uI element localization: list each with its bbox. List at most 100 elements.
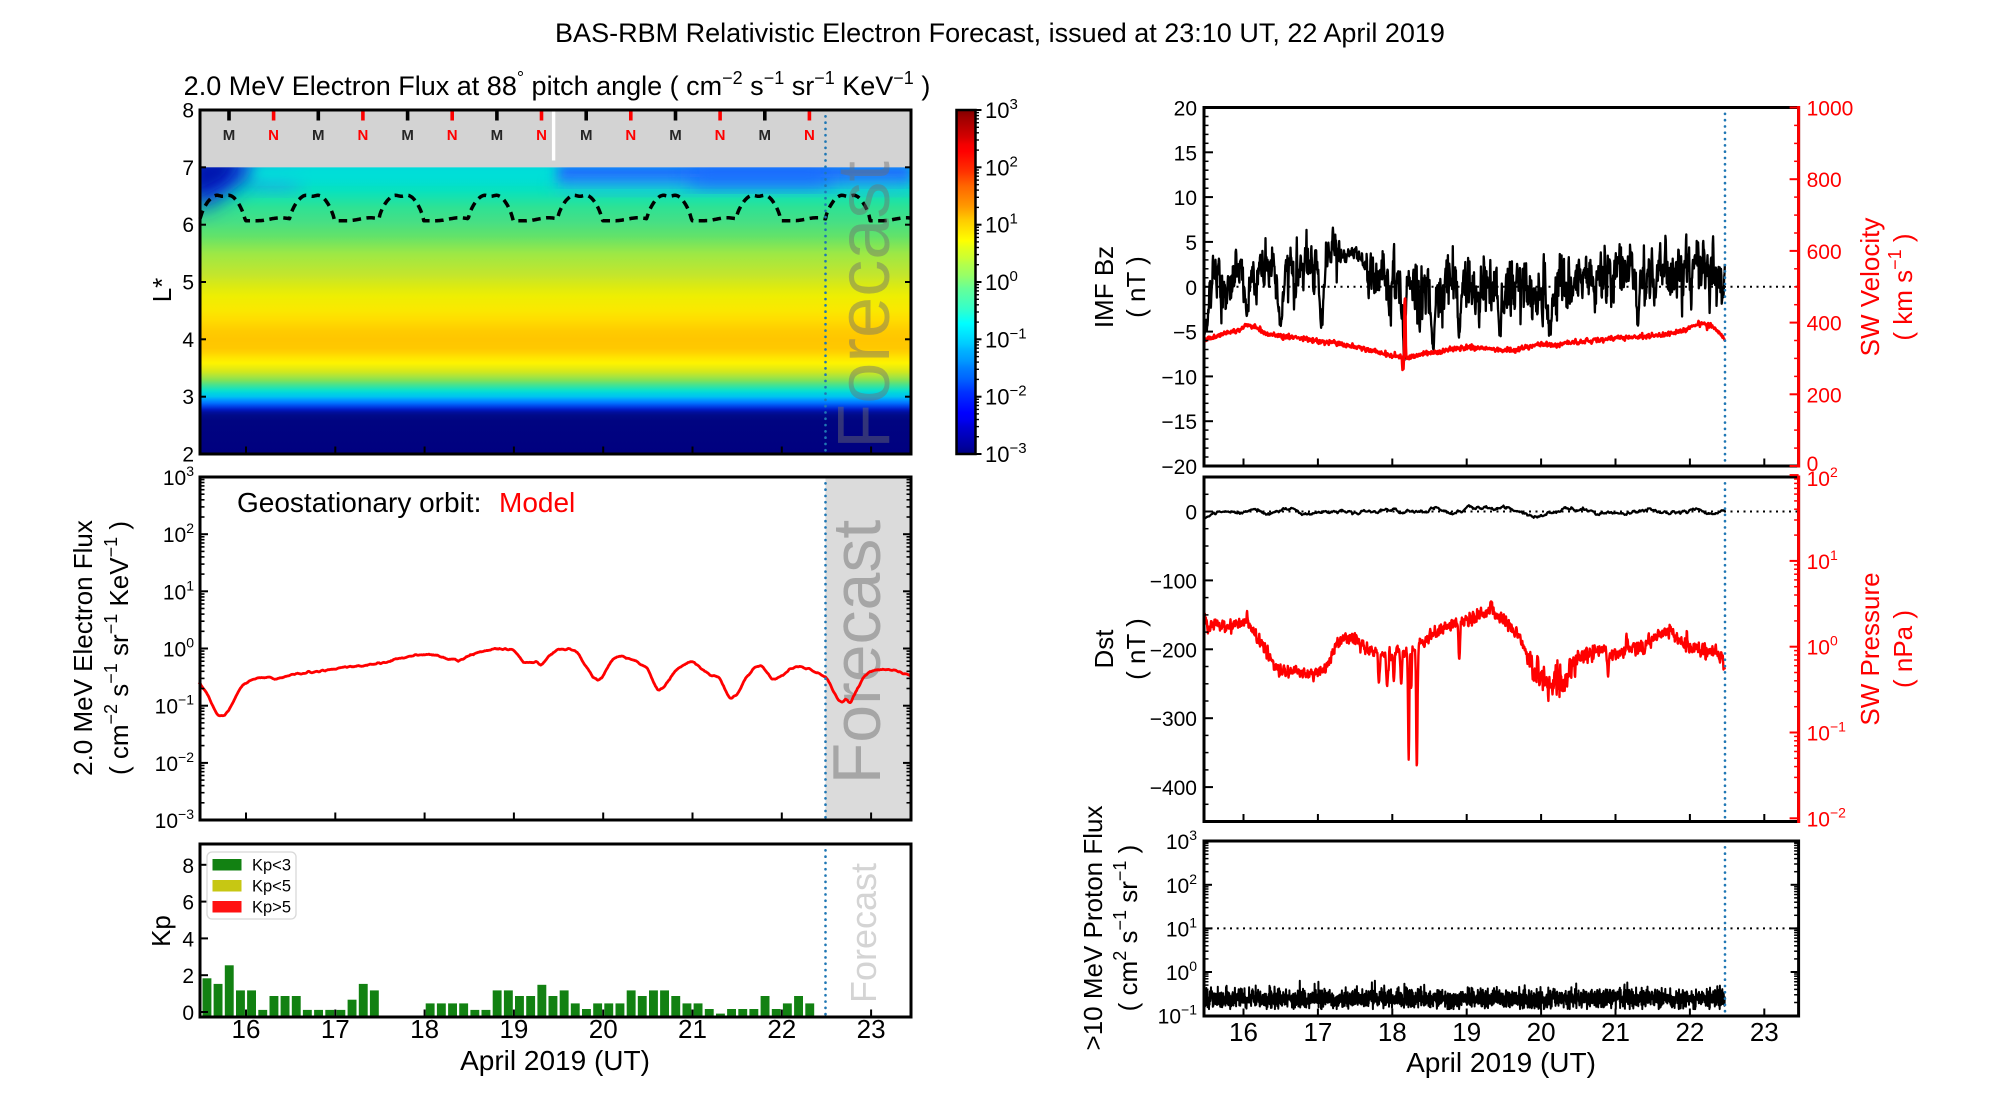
svg-text:103: 103 xyxy=(163,463,194,490)
svg-text:−400: −400 xyxy=(1150,777,1197,800)
svg-text:Forecast: Forecast xyxy=(819,520,895,785)
svg-text:N: N xyxy=(447,127,458,144)
svg-text:IMF Bz: IMF Bz xyxy=(1089,246,1119,328)
svg-text:Kp<5: Kp<5 xyxy=(252,878,291,896)
svg-text:L*: L* xyxy=(147,278,177,303)
svg-text:−100: −100 xyxy=(1150,570,1197,593)
svg-text:101: 101 xyxy=(1807,547,1838,574)
svg-text:103: 103 xyxy=(985,96,1018,123)
svg-text:−5: −5 xyxy=(1173,322,1197,345)
svg-text:400: 400 xyxy=(1807,313,1842,336)
svg-text:8: 8 xyxy=(182,100,194,123)
svg-text:101: 101 xyxy=(163,577,194,604)
svg-text:10: 10 xyxy=(1174,187,1197,210)
svg-text:M: M xyxy=(312,127,325,144)
svg-text:M: M xyxy=(759,127,772,144)
svg-text:6: 6 xyxy=(182,214,194,237)
svg-text:BAS-RBM Relativistic Electron: BAS-RBM Relativistic Electron Forecast, … xyxy=(555,18,1445,48)
svg-text:100: 100 xyxy=(1166,958,1197,985)
svg-text:( nT ): ( nT ) xyxy=(1121,618,1151,680)
svg-text:10−3: 10−3 xyxy=(155,806,195,833)
svg-text:100: 100 xyxy=(163,635,194,662)
svg-text:3: 3 xyxy=(182,386,194,409)
svg-text:SW Velocity: SW Velocity xyxy=(1855,218,1885,357)
svg-text:15: 15 xyxy=(1174,142,1197,165)
svg-text:0: 0 xyxy=(1185,277,1197,300)
svg-text:10−3: 10−3 xyxy=(985,440,1027,467)
svg-text:10−1: 10−1 xyxy=(1807,719,1847,746)
svg-text:M: M xyxy=(491,127,504,144)
svg-text:M: M xyxy=(223,127,236,144)
svg-text:Model: Model xyxy=(499,487,575,518)
svg-text:10−1: 10−1 xyxy=(155,692,195,719)
svg-text:N: N xyxy=(536,127,547,144)
svg-text:M: M xyxy=(580,127,593,144)
svg-text:N: N xyxy=(357,127,368,144)
svg-text:−15: −15 xyxy=(1161,411,1197,434)
svg-text:101: 101 xyxy=(985,211,1018,238)
svg-text:10−2: 10−2 xyxy=(985,383,1027,410)
svg-text:17: 17 xyxy=(1303,1017,1332,1047)
svg-text:102: 102 xyxy=(985,153,1018,180)
svg-text:20: 20 xyxy=(1527,1017,1556,1047)
svg-text:102: 102 xyxy=(1166,871,1197,898)
svg-text:( nPa ): ( nPa ) xyxy=(1888,610,1918,688)
svg-text:19: 19 xyxy=(1452,1017,1481,1047)
svg-text:4: 4 xyxy=(182,928,194,951)
svg-text:( cm2 s−1 sr−1 ): ( cm2 s−1 sr−1 ) xyxy=(1110,845,1143,1012)
svg-text:16: 16 xyxy=(232,1014,261,1044)
svg-text:600: 600 xyxy=(1807,241,1842,264)
svg-text:April 2019 (UT): April 2019 (UT) xyxy=(460,1045,650,1076)
svg-text:102: 102 xyxy=(163,520,194,547)
svg-text:N: N xyxy=(625,127,636,144)
svg-text:22: 22 xyxy=(767,1014,796,1044)
svg-text:2.0 MeV Electron Flux at 88° p: 2.0 MeV Electron Flux at 88° pitch angle… xyxy=(184,68,931,101)
svg-text:−300: −300 xyxy=(1150,708,1197,731)
svg-text:10−1: 10−1 xyxy=(1158,1002,1198,1029)
svg-text:−20: −20 xyxy=(1161,456,1197,479)
svg-text:2: 2 xyxy=(182,965,194,988)
svg-text:Kp<3: Kp<3 xyxy=(252,857,291,875)
svg-text:( cm−2 s−1 sr−1 KeV−1 ): ( cm−2 s−1 sr−1 KeV−1 ) xyxy=(101,521,134,775)
svg-text:23: 23 xyxy=(857,1014,886,1044)
svg-text:16: 16 xyxy=(1229,1017,1258,1047)
svg-text:Forecast: Forecast xyxy=(822,161,905,449)
svg-text:( km s−1 ): ( km s−1 ) xyxy=(1885,233,1918,340)
svg-text:>10 MeV Proton Flux: >10 MeV Proton Flux xyxy=(1078,806,1108,1051)
svg-text:7: 7 xyxy=(182,157,194,180)
svg-text:22: 22 xyxy=(1675,1017,1704,1047)
svg-text:( nT ): ( nT ) xyxy=(1121,256,1151,318)
svg-text:103: 103 xyxy=(1166,827,1197,854)
svg-text:18: 18 xyxy=(410,1014,439,1044)
svg-text:800: 800 xyxy=(1807,169,1842,192)
svg-text:Dst: Dst xyxy=(1089,629,1119,669)
svg-text:SW Pressure: SW Pressure xyxy=(1855,572,1885,725)
svg-text:10−2: 10−2 xyxy=(1807,804,1847,831)
svg-text:Kp: Kp xyxy=(146,915,176,947)
svg-text:10−2: 10−2 xyxy=(155,749,195,776)
svg-text:2: 2 xyxy=(182,444,194,467)
svg-text:18: 18 xyxy=(1378,1017,1407,1047)
svg-text:1000: 1000 xyxy=(1807,98,1854,121)
svg-text:102: 102 xyxy=(1807,464,1838,491)
svg-text:0: 0 xyxy=(1807,453,1819,476)
svg-text:21: 21 xyxy=(678,1014,707,1044)
svg-text:100: 100 xyxy=(1807,633,1838,660)
svg-text:M: M xyxy=(669,127,682,144)
svg-text:2.0 MeV Electron Flux: 2.0 MeV Electron Flux xyxy=(68,520,98,776)
svg-text:5: 5 xyxy=(182,272,194,295)
svg-text:N: N xyxy=(715,127,726,144)
svg-text:Geostationary orbit:: Geostationary orbit: xyxy=(237,487,481,518)
svg-text:0: 0 xyxy=(182,1002,194,1025)
svg-text:200: 200 xyxy=(1807,384,1842,407)
svg-text:100: 100 xyxy=(985,268,1018,295)
svg-text:N: N xyxy=(268,127,279,144)
svg-text:6: 6 xyxy=(182,892,194,915)
svg-text:M: M xyxy=(401,127,414,144)
svg-text:5: 5 xyxy=(1185,232,1197,255)
svg-text:8: 8 xyxy=(182,855,194,878)
svg-text:−200: −200 xyxy=(1150,639,1197,662)
svg-text:21: 21 xyxy=(1601,1017,1630,1047)
svg-text:0: 0 xyxy=(1185,502,1197,525)
svg-text:20: 20 xyxy=(589,1014,618,1044)
